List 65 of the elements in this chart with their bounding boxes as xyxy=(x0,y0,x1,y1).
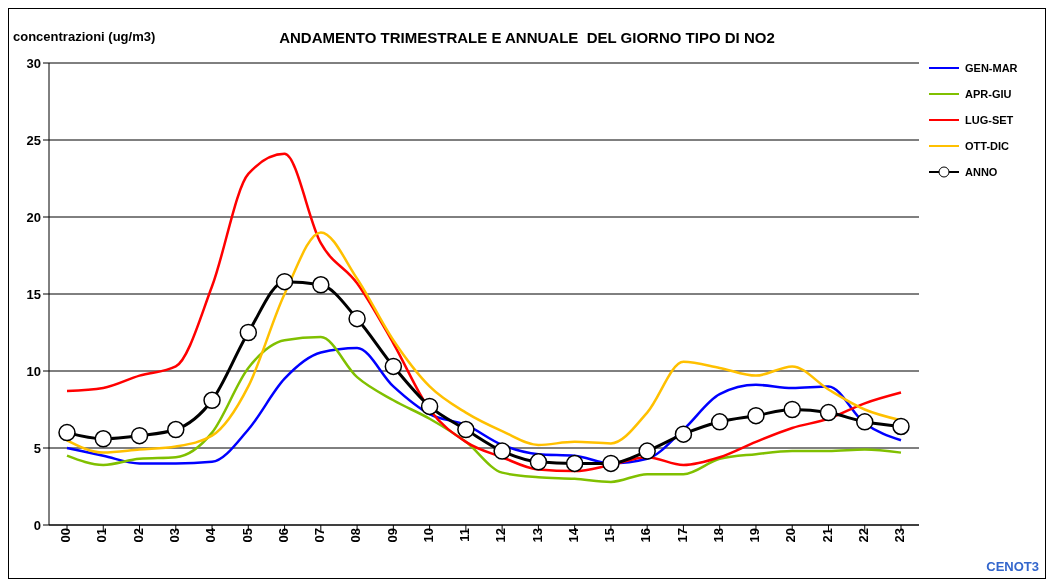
point xyxy=(819,403,838,422)
x-tick-label: 22 xyxy=(855,528,871,543)
point xyxy=(348,309,366,328)
x-tick-label: 05 xyxy=(239,528,255,543)
y-tick-label: 0 xyxy=(33,517,41,533)
legend-label: GEN-MAR xyxy=(965,62,1018,74)
point xyxy=(275,272,294,291)
x-tick-label: 17 xyxy=(674,528,690,543)
point xyxy=(384,357,403,376)
point xyxy=(420,397,439,416)
x-tick-label: 13 xyxy=(529,528,545,543)
point xyxy=(493,442,511,460)
point xyxy=(529,453,548,471)
point xyxy=(892,417,910,436)
y-tick-label: 15 xyxy=(26,286,41,302)
y-tick-label: 25 xyxy=(26,132,41,148)
x-tick-label: 01 xyxy=(94,528,110,543)
x-tick-label: 04 xyxy=(203,527,219,543)
x-tick-label: 16 xyxy=(638,528,654,543)
y-axis-title: concentrazioni (ug/m3) xyxy=(13,29,156,44)
point xyxy=(203,391,221,410)
legend-label: LUG-SET xyxy=(965,114,1014,126)
point xyxy=(457,420,475,439)
point xyxy=(710,413,729,431)
legend-label: APR-GIU xyxy=(965,88,1012,100)
point xyxy=(638,442,656,460)
x-tick-label: 18 xyxy=(710,528,726,543)
x-tick-label: 12 xyxy=(493,528,509,543)
point xyxy=(94,430,113,448)
point xyxy=(747,406,765,425)
y-tick-label: 20 xyxy=(26,209,41,225)
chart-title: ANDAMENTO TRIMESTRALE E ANNUALE DEL GIORNO TIPO DI NO2 xyxy=(279,29,775,46)
point xyxy=(58,423,76,442)
x-tick-label: 15 xyxy=(602,528,618,543)
y-tick-label: 5 xyxy=(33,440,41,456)
legend-label: ANNO xyxy=(965,166,998,178)
point xyxy=(674,425,693,443)
x-tick-label: 06 xyxy=(275,528,291,543)
x-tick-label: 20 xyxy=(783,528,799,543)
point xyxy=(239,323,258,342)
line-series xyxy=(65,335,903,484)
x-tick-label: 19 xyxy=(747,528,763,543)
x-tick-label: 07 xyxy=(312,528,328,543)
x-tick-label: 23 xyxy=(892,528,908,543)
x-tick-label: 10 xyxy=(420,528,436,543)
x-tick-label: 00 xyxy=(58,528,74,543)
x-tick-label: 11 xyxy=(457,528,473,542)
x-tick-label: 09 xyxy=(384,528,400,543)
point xyxy=(602,454,620,473)
x-tick-label: 08 xyxy=(348,528,364,543)
line-series xyxy=(65,152,903,473)
text: CENOT3 xyxy=(986,559,1039,574)
legend-label: OTT-DIC xyxy=(965,140,1009,152)
point xyxy=(855,413,874,431)
y-tick-label: 10 xyxy=(26,363,41,379)
x-tick-label: 14 xyxy=(565,527,581,543)
x-tick-label: 03 xyxy=(167,528,183,543)
point xyxy=(130,426,149,445)
point xyxy=(312,276,330,294)
x-tick-label: 21 xyxy=(819,528,835,543)
x-tick-label: 02 xyxy=(130,528,146,543)
point xyxy=(783,400,801,419)
y-tick-label: 30 xyxy=(26,55,41,71)
point xyxy=(167,420,185,439)
point xyxy=(565,454,584,473)
